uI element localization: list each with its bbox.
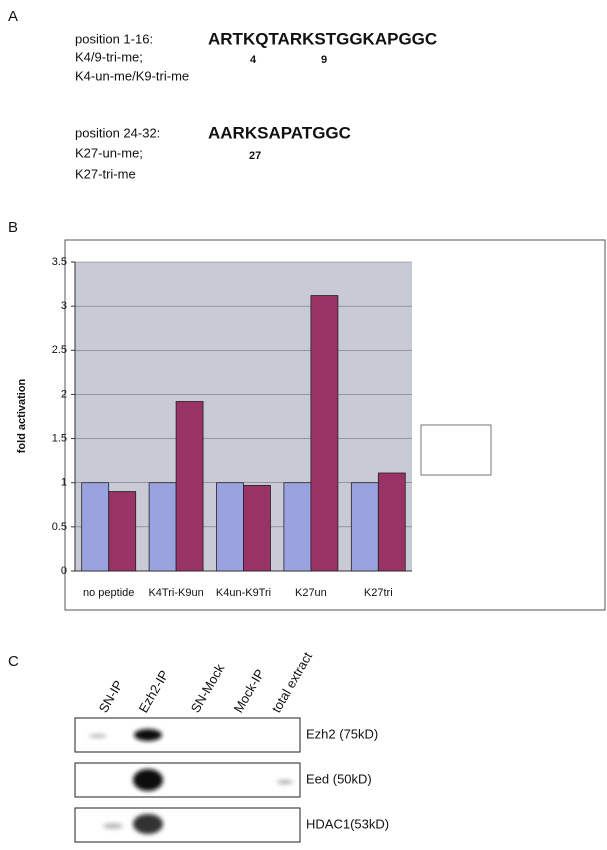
residue-mark: 9 xyxy=(321,54,327,66)
lane-label: SN-IP xyxy=(96,678,126,716)
bar xyxy=(109,492,136,571)
variant: K4/9-tri-me; xyxy=(75,49,143,64)
sequence: AARKSAPATGGC xyxy=(208,123,351,142)
band xyxy=(103,823,123,829)
bar xyxy=(244,485,271,571)
blot-label: Eed (50kD) xyxy=(306,771,372,786)
lane-label: SN-Mock xyxy=(188,661,228,715)
x-tick-label: no peptide xyxy=(83,587,134,599)
legend xyxy=(421,425,491,475)
y-tick-label: 0.5 xyxy=(52,521,67,533)
band xyxy=(89,734,107,738)
panel-label: A xyxy=(8,8,18,25)
y-tick-label: 0 xyxy=(61,565,67,577)
y-tick-label: 1.5 xyxy=(52,432,67,444)
variant: K27-tri-me xyxy=(75,166,136,181)
x-tick-label: K27un xyxy=(295,587,327,599)
lane-label: Ezh2-IP xyxy=(136,668,172,716)
bar xyxy=(217,483,244,571)
lane-label: Mock-IP xyxy=(231,666,268,715)
blot-label: Ezh2 (75kD) xyxy=(306,726,378,741)
panel-label: C xyxy=(8,653,19,670)
figure: A position 1-16: ARTKQTARKSTGGKAPGGC K4/… xyxy=(0,0,607,845)
bar xyxy=(378,473,405,571)
position: position 1-16: xyxy=(75,31,153,46)
sequence: ARTKQTARKSTGGKAPGGC xyxy=(208,29,437,48)
variant: K4-un-me/K9-tri-me xyxy=(75,68,189,83)
blot xyxy=(75,718,300,752)
bar xyxy=(82,483,109,571)
lane-label: total extract xyxy=(269,649,316,715)
x-tick-label: K4un-K9Tri xyxy=(216,587,271,599)
page: A position 1-16: ARTKQTARKSTGGKAPGGC K4/… xyxy=(0,0,607,850)
blot xyxy=(75,763,300,797)
panel-label: B xyxy=(8,219,18,236)
bar xyxy=(311,296,338,571)
variant: K27-un-me; xyxy=(75,145,143,160)
band xyxy=(277,780,293,784)
residue-mark: 4 xyxy=(250,54,257,66)
x-tick-label: K27tri xyxy=(364,587,393,599)
y-tick-label: 3 xyxy=(61,300,67,312)
residue-mark: 27 xyxy=(249,150,261,162)
blot-label: HDAC1(53kD) xyxy=(306,816,389,831)
y-tick-label: 1 xyxy=(61,477,67,489)
y-tick-label: 3.5 xyxy=(52,256,67,268)
band xyxy=(133,814,163,834)
y-tick-label: 2 xyxy=(61,388,67,400)
x-tick-label: K4Tri-K9un xyxy=(148,587,203,599)
y-axis-label: fold activation xyxy=(16,378,28,453)
y-tick-label: 2.5 xyxy=(52,344,67,356)
bar xyxy=(176,401,203,571)
band xyxy=(134,729,162,741)
band xyxy=(133,769,163,791)
bar xyxy=(351,483,378,571)
position: position 24-32: xyxy=(75,125,160,140)
bar xyxy=(149,483,176,571)
bar xyxy=(284,483,311,571)
